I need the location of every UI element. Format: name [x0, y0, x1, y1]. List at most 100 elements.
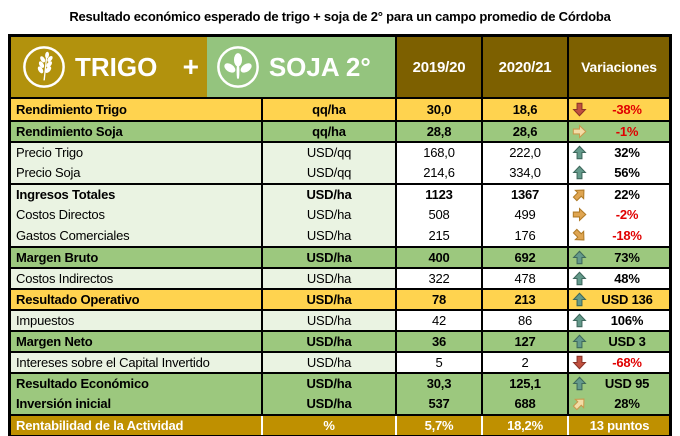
- variation-value: 106%: [610, 313, 644, 328]
- variation-cell: -38%: [567, 99, 669, 120]
- variation-cell: 106%: [567, 311, 669, 330]
- arrow-up-icon: [572, 145, 587, 160]
- arrow-up-icon: [572, 376, 587, 391]
- variation-cell: -68%: [567, 353, 669, 372]
- row-label: Rentabilidad de la Actividad: [11, 416, 261, 435]
- soja-banner: SOJA 2°: [206, 37, 395, 97]
- table-row: Inversión inicial USD/ha 537 688 28%: [11, 393, 669, 414]
- variation-value: 56%: [614, 165, 640, 180]
- value-2019-20: 508: [395, 204, 481, 225]
- table-row: Margen Bruto USD/ha 400 692 73%: [11, 246, 669, 267]
- soja-label: SOJA 2°: [268, 51, 371, 82]
- variation-cell: -1%: [567, 122, 669, 141]
- row-label: Precio Trigo: [11, 143, 261, 162]
- value-2020-21: 688: [481, 393, 567, 414]
- variation-value: USD 136: [601, 292, 653, 307]
- column-header-2019-20: 2019/20: [395, 37, 481, 97]
- page-title: Resultado económico esperado de trigo + …: [69, 9, 611, 24]
- variation-cell: USD 95: [567, 374, 669, 393]
- table-row: Margen Neto USD/ha 36 127 USD 3: [11, 330, 669, 351]
- row-unit: USD/ha: [261, 185, 395, 204]
- row-label: Costos Directos: [11, 204, 261, 225]
- arrow-right-icon: [572, 207, 587, 222]
- variation-value: -68%: [612, 355, 642, 370]
- value-2019-20: 1123: [395, 185, 481, 204]
- value-2020-21: 222,0: [481, 143, 567, 162]
- variation-cell: 48%: [567, 269, 669, 288]
- row-label: Ingresos Totales: [11, 185, 261, 204]
- value-2020-21: 334,0: [481, 162, 567, 183]
- column-header-variaciones: Variaciones: [567, 37, 669, 97]
- value-2019-20: 28,8: [395, 122, 481, 141]
- row-label: Gastos Comerciales: [11, 225, 261, 246]
- table-row: Resultado Operativo USD/ha 78 213 USD 136: [11, 288, 669, 309]
- row-label: Impuestos: [11, 311, 261, 330]
- variation-value: 73%: [614, 250, 640, 265]
- column-header-2020-21: 2020/21: [481, 37, 567, 97]
- variation-cell: USD 136: [567, 290, 669, 309]
- row-label: Margen Neto: [11, 332, 261, 351]
- arrow-diag-up-icon: [572, 398, 585, 411]
- row-unit: USD/ha: [261, 393, 395, 414]
- row-unit: qq/ha: [261, 99, 395, 120]
- value-2019-20: 36: [395, 332, 481, 351]
- row-unit: USD/qq: [261, 162, 395, 183]
- row-unit: USD/qq: [261, 143, 395, 162]
- arrow-up-icon: [572, 271, 587, 286]
- row-label: Intereses sobre el Capital Invertido: [11, 353, 261, 372]
- variation-cell: 56%: [567, 162, 669, 183]
- arrow-up-icon: [572, 334, 587, 349]
- table-row: Precio Trigo USD/qq 168,0 222,0 32%: [11, 141, 669, 162]
- value-2019-20: 5,7%: [395, 416, 481, 435]
- table-row: Costos Directos USD/ha 508 499 -2%: [11, 204, 669, 225]
- trigo-banner: TRIGO +: [11, 37, 207, 97]
- arrow-up-icon: [572, 165, 587, 180]
- table-row: Resultado Económico USD/ha 30,3 125,1 USD 95: [11, 372, 669, 393]
- value-2019-20: 322: [395, 269, 481, 288]
- arrow-down-icon: [572, 102, 587, 117]
- variation-value: -38%: [612, 102, 642, 117]
- variation-value: 13 puntos: [589, 418, 650, 433]
- row-unit: USD/ha: [261, 290, 395, 309]
- row-label: Rendimiento Soja: [11, 122, 261, 141]
- plus-sign: +: [182, 51, 199, 82]
- variation-value: 28%: [614, 396, 640, 411]
- row-unit: USD/ha: [261, 332, 395, 351]
- value-2019-20: 215: [395, 225, 481, 246]
- arrow-up-icon: [572, 250, 587, 265]
- variation-value: USD 95: [604, 376, 650, 391]
- value-2019-20: 30,3: [395, 374, 481, 393]
- row-label: Rendimiento Trigo: [11, 99, 261, 120]
- row-label: Precio Soja: [11, 162, 261, 183]
- value-2020-21: 478: [481, 269, 567, 288]
- table-row: Rendimiento Soja qq/ha 28,8 28,6 -1%: [11, 120, 669, 141]
- table-header-row: TRIGO + SOJA 2° 201: [11, 37, 669, 99]
- row-unit: %: [261, 416, 395, 435]
- variation-cell: 22%: [567, 185, 669, 204]
- arrow-down-icon: [572, 355, 587, 370]
- variation-cell: 73%: [567, 248, 669, 267]
- table-body: Rendimiento Trigo qq/ha 30,0 18,6 -38% Rendim…: [11, 99, 669, 435]
- table-row: Gastos Comerciales USD/ha 215 176 -18%: [11, 225, 669, 246]
- value-2019-20: 537: [395, 393, 481, 414]
- value-2020-21: 86: [481, 311, 567, 330]
- value-2019-20: 5: [395, 353, 481, 372]
- value-2020-21: 692: [481, 248, 567, 267]
- variation-value: 48%: [614, 271, 640, 286]
- value-2019-20: 30,0: [395, 99, 481, 120]
- soy-sprout-icon: [216, 46, 259, 88]
- row-unit: USD/ha: [261, 353, 395, 372]
- variation-value: 32%: [614, 145, 640, 160]
- table-row: Rendimiento Trigo qq/ha 30,0 18,6 -38%: [11, 99, 669, 120]
- variation-value: -1%: [615, 124, 639, 139]
- arrow-diag-up-icon: [572, 189, 585, 202]
- table-row: Impuestos USD/ha 42 86 106%: [11, 309, 669, 330]
- variation-cell: -18%: [567, 225, 669, 246]
- variation-value: -18%: [612, 228, 642, 243]
- row-unit: USD/ha: [261, 374, 395, 393]
- table-row: Ingresos Totales USD/ha 1123 1367 22%: [11, 183, 669, 204]
- row-unit: USD/ha: [261, 269, 395, 288]
- value-2019-20: 42: [395, 311, 481, 330]
- value-2019-20: 214,6: [395, 162, 481, 183]
